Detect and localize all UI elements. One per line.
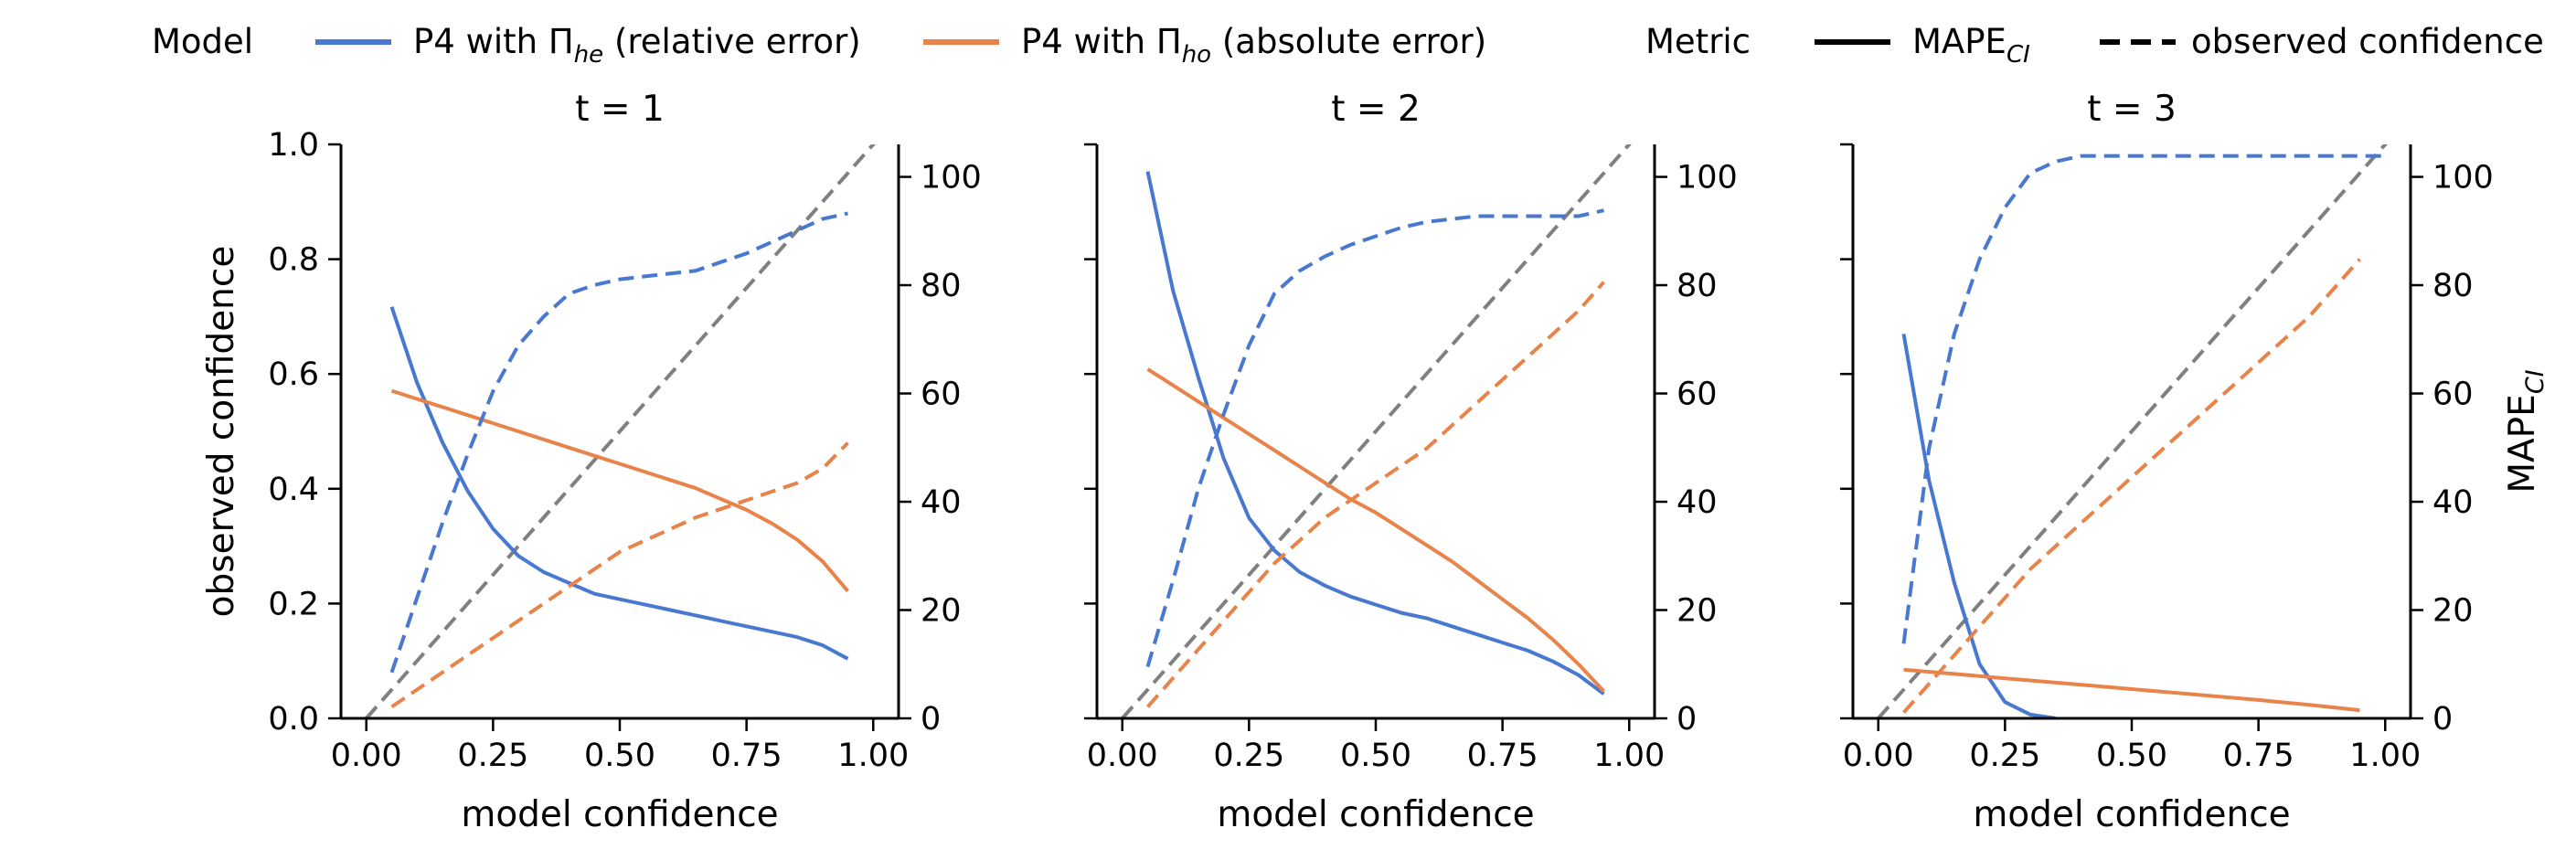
panel-title: t = 1 — [575, 89, 665, 130]
series-ho-mape-line — [1903, 667, 2360, 713]
right-y-tick-label: 0 — [921, 701, 941, 738]
x-tick-label: 0.50 — [2096, 738, 2167, 774]
x-tick-label: 0.00 — [1087, 738, 1158, 774]
x-axis-label: model confidence — [1217, 794, 1534, 835]
right-y-tick-label: 20 — [1677, 593, 1718, 630]
left-y-axis-label: observed confidence — [201, 246, 242, 618]
series-he-observed-line — [389, 211, 848, 674]
x-tick-label: 0.25 — [1969, 738, 2040, 774]
right-y-tick-label: 0 — [2432, 701, 2453, 738]
right-y-tick-label: 40 — [921, 484, 962, 521]
x-tick-label: 0.75 — [2223, 738, 2294, 774]
x-tick-label: 0.50 — [584, 738, 655, 774]
right-y-tick-label: 100 — [921, 160, 982, 196]
right-y-tick-label: 60 — [921, 377, 962, 413]
right-y-tick-label: 100 — [2432, 160, 2494, 196]
series-he-mape-line — [389, 306, 849, 661]
left-y-tick-label: 0.8 — [268, 242, 319, 279]
left-y-tick-label: 0.4 — [268, 472, 319, 508]
reference-diagonal-line — [1877, 144, 2388, 718]
right-y-tick-label: 0 — [1677, 701, 1697, 738]
legend-mape-label: MAPECI — [1912, 22, 2030, 69]
right-y-tick-label: 20 — [2432, 593, 2474, 630]
series-ho-observed-line — [390, 441, 849, 709]
right-y-tick-label: 80 — [1677, 268, 1718, 304]
series-he-observed-line — [1145, 208, 1604, 668]
x-tick-label: 0.25 — [1213, 738, 1284, 774]
x-axis-label: model confidence — [1973, 794, 2290, 835]
series-ho-mape-line — [1146, 367, 1605, 693]
right-y-tick-label: 60 — [1677, 377, 1718, 413]
series-he-observed-line — [1901, 154, 2386, 644]
x-axis-label: model confidence — [461, 794, 778, 835]
legend-observed-label: observed confidence — [2191, 22, 2544, 61]
series-ho-observed-line — [1146, 281, 1605, 708]
x-tick-label: 0.75 — [711, 738, 782, 774]
reference-diagonal-line — [1121, 144, 1632, 718]
legend: Model P4 with Πhe (relative error) P4 wi… — [152, 22, 2544, 69]
chart-panel-2: t = 2 0.00 0.25 0.50 0.75 1.00 0 20 40 60 80 100 mod… — [1084, 89, 1738, 835]
series-he-mape-line — [1901, 334, 2057, 718]
panel-title: t = 3 — [2087, 89, 2177, 130]
right-y-tick-label: 100 — [1677, 160, 1738, 196]
legend-metric-title: Metric — [1645, 22, 1751, 61]
x-tick-label: 1.00 — [837, 738, 909, 774]
panel-title: t = 2 — [1331, 89, 1421, 130]
series-ho-observed-line — [1902, 258, 2361, 715]
chart-panel-1: t = 10.00 0.25 0.50 0.75 1.000.00.20.40.60.8… — [201, 89, 982, 835]
series-ho-mape-line — [390, 388, 850, 593]
left-y-tick-label: 0.0 — [268, 701, 319, 738]
x-tick-label: 0.00 — [1843, 738, 1914, 774]
right-y-tick-label: 40 — [2432, 484, 2474, 521]
legend-model-title: Model — [152, 22, 253, 61]
right-y-tick-label: 40 — [1677, 484, 1718, 521]
x-tick-label: 0.00 — [331, 738, 402, 774]
x-tick-label: 1.00 — [1593, 738, 1665, 774]
right-y-tick-label: 60 — [2432, 377, 2474, 413]
x-tick-label: 0.75 — [1467, 738, 1538, 774]
plot-area — [1877, 144, 2388, 718]
right-y-tick-label: 20 — [921, 593, 962, 630]
x-tick-label: 0.25 — [457, 738, 528, 774]
left-y-tick-label: 1.0 — [268, 127, 319, 164]
right-y-axis-label: MAPECI — [2502, 369, 2549, 493]
panels: t = 10.00 0.25 0.50 0.75 1.000.00.20.40.60.8… — [201, 89, 2549, 835]
chart-panel-3: t = 3 0.00 0.25 0.50 0.75 1.00 0 20 40 60 80 100 mod… — [1840, 89, 2549, 835]
legend-ho-label: P4 with Πho (absolute error) — [1021, 22, 1486, 69]
left-y-tick-label: 0.6 — [268, 356, 319, 393]
plot-area — [1121, 144, 1632, 718]
plot-area — [365, 144, 876, 718]
left-y-tick-label: 0.2 — [268, 586, 319, 622]
x-tick-label: 0.50 — [1340, 738, 1411, 774]
right-y-tick-label: 80 — [921, 268, 962, 304]
x-tick-label: 1.00 — [2349, 738, 2421, 774]
right-y-tick-label: 80 — [2432, 268, 2474, 304]
reference-diagonal-line — [365, 144, 876, 718]
legend-he-label: P4 with Πhe (relative error) — [413, 22, 861, 69]
series-he-mape-line — [1145, 171, 1605, 695]
